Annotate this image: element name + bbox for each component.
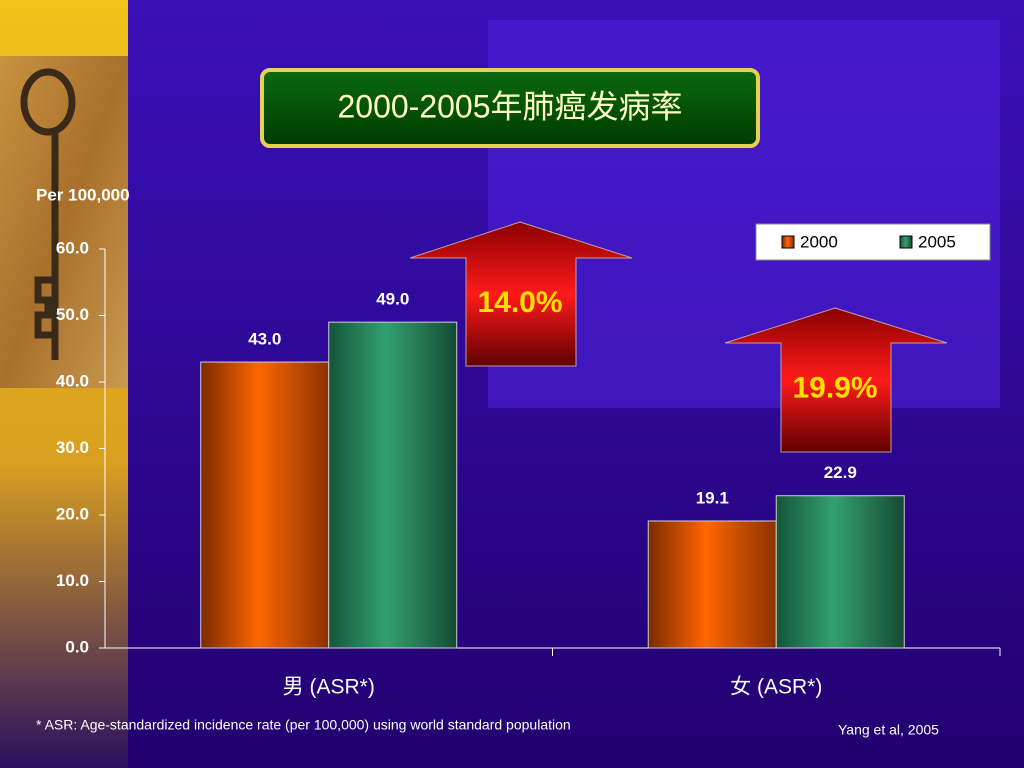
key-image <box>0 56 128 388</box>
bar <box>775 495 905 649</box>
y-tick-label: 40.0 <box>56 371 89 390</box>
value-label: 22.9 <box>824 463 857 482</box>
annotation: 19.9% <box>792 371 877 404</box>
y-tick-label: 10.0 <box>56 571 89 590</box>
bar <box>647 520 777 649</box>
y-tick-label: 0.0 <box>65 637 89 656</box>
legend-box <box>755 223 991 261</box>
value-label: 19.1 <box>696 488 729 507</box>
bar <box>328 321 458 649</box>
annotation: 14.0% <box>477 286 562 319</box>
value-label: 43.0 <box>248 330 281 349</box>
x-tick-label: 男 (ASR*) <box>283 676 375 699</box>
footnote: * ASR: Age-standardized incidence rate (… <box>36 717 571 733</box>
legend-label: 2005 <box>918 232 956 251</box>
title-box <box>260 68 760 148</box>
source: Yang et al, 2005 <box>838 722 939 738</box>
y-tick-label: 30.0 <box>56 438 89 457</box>
bar <box>200 361 330 649</box>
legend-swatch <box>899 235 913 249</box>
value-label: 49.0 <box>376 290 409 309</box>
y-axis-label: Per 100,000 <box>36 185 130 204</box>
y-tick-label: 20.0 <box>56 504 89 523</box>
arrow <box>724 307 948 453</box>
legend-label: 2000 <box>800 232 838 251</box>
y-tick-label: 50.0 <box>56 305 89 324</box>
chart-title: 2000-2005年肺癌发病率 <box>337 88 682 124</box>
arrow <box>409 221 633 367</box>
x-tick-label: 女 (ASR*) <box>730 676 822 699</box>
y-tick-label: 60.0 <box>56 238 89 257</box>
key <box>20 68 76 360</box>
legend-swatch <box>781 235 795 249</box>
